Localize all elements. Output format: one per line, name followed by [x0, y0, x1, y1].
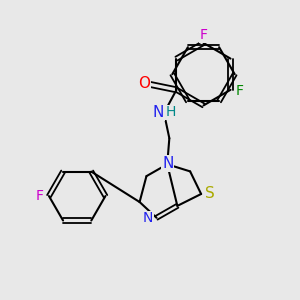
Text: F: F	[236, 84, 244, 98]
Text: N: N	[162, 156, 173, 171]
Text: S: S	[205, 187, 214, 202]
Text: N: N	[143, 212, 153, 225]
Text: O: O	[138, 76, 150, 92]
Text: N: N	[152, 105, 164, 120]
Text: H: H	[166, 105, 176, 119]
Text: F: F	[200, 28, 208, 42]
Text: F: F	[36, 189, 44, 203]
